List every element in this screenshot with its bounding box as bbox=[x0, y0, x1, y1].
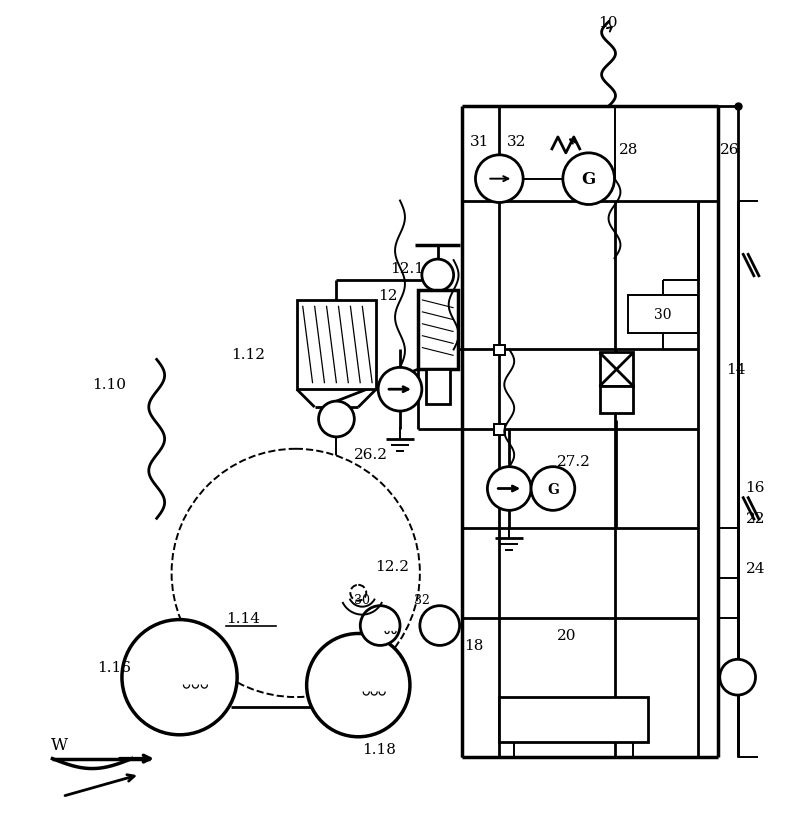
Text: 1.14: 1.14 bbox=[226, 611, 260, 624]
Circle shape bbox=[475, 155, 523, 203]
Text: 26.2: 26.2 bbox=[354, 447, 388, 461]
Text: 22: 22 bbox=[746, 512, 765, 526]
Text: 1.16: 1.16 bbox=[97, 660, 131, 675]
Circle shape bbox=[306, 634, 410, 737]
Text: 31: 31 bbox=[470, 135, 489, 149]
Text: 20: 20 bbox=[557, 629, 577, 643]
Bar bbox=[494, 345, 506, 356]
Text: 30: 30 bbox=[654, 308, 672, 321]
Circle shape bbox=[378, 368, 422, 411]
Text: 10: 10 bbox=[598, 16, 618, 30]
Text: 12.2: 12.2 bbox=[375, 559, 409, 573]
Bar bbox=[426, 370, 450, 405]
Text: 1.10: 1.10 bbox=[92, 378, 126, 392]
Text: 30: 30 bbox=[354, 594, 370, 606]
Bar bbox=[629, 295, 698, 334]
Text: 26: 26 bbox=[720, 143, 739, 156]
Text: G: G bbox=[547, 482, 559, 496]
Text: 14: 14 bbox=[726, 363, 746, 377]
Bar bbox=[418, 291, 458, 370]
Text: 12.1: 12.1 bbox=[390, 262, 424, 276]
Text: 28: 28 bbox=[618, 143, 638, 156]
Text: 18: 18 bbox=[465, 639, 484, 653]
Circle shape bbox=[350, 585, 366, 601]
Text: 32: 32 bbox=[414, 594, 430, 606]
Text: 1.12: 1.12 bbox=[231, 348, 265, 362]
Text: W: W bbox=[50, 737, 67, 753]
Circle shape bbox=[360, 606, 400, 645]
Bar bbox=[600, 353, 634, 387]
Circle shape bbox=[487, 467, 531, 511]
Circle shape bbox=[318, 401, 354, 437]
Circle shape bbox=[420, 606, 459, 645]
Circle shape bbox=[422, 260, 454, 292]
Bar bbox=[494, 425, 506, 436]
Circle shape bbox=[563, 154, 614, 206]
Circle shape bbox=[122, 619, 237, 735]
Text: 16: 16 bbox=[746, 480, 765, 494]
Circle shape bbox=[171, 449, 420, 697]
Circle shape bbox=[720, 660, 755, 696]
Bar bbox=[499, 697, 648, 742]
Text: 12: 12 bbox=[378, 288, 398, 303]
Text: 1.18: 1.18 bbox=[362, 742, 396, 756]
Bar bbox=[600, 387, 634, 414]
Text: 32: 32 bbox=[507, 135, 526, 149]
Text: 24: 24 bbox=[746, 561, 765, 575]
Text: G: G bbox=[582, 171, 596, 188]
Text: 27.2: 27.2 bbox=[557, 454, 590, 468]
Bar bbox=[297, 300, 376, 390]
Circle shape bbox=[531, 467, 574, 511]
